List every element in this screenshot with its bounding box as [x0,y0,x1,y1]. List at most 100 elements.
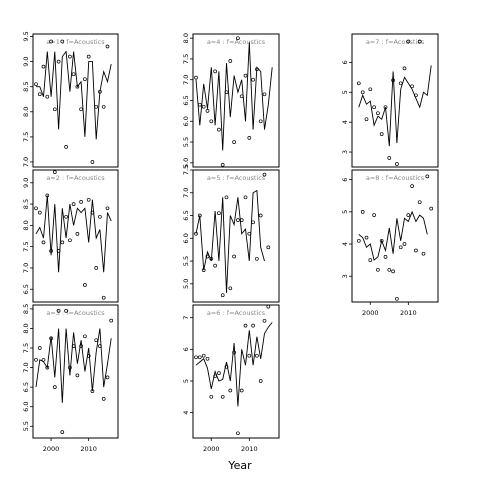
observed-point [414,248,418,253]
observed-point [255,256,259,261]
observed-point [368,258,373,262]
observed-point [98,344,102,348]
observed-point [395,162,399,166]
observed-point [52,385,57,389]
y-tick-label: 6.0 [182,233,190,243]
y-tick-label: 7.5 [182,165,190,175]
y-tick-label: 9.0 [22,56,30,66]
observed-point [379,238,384,243]
panel-3: a=7 : f=Acoustics 3 4 5 6 [341,33,439,168]
observed-point [109,318,114,323]
observed-point [209,119,214,124]
observed-point [205,254,210,259]
fitted-series-line [36,50,112,140]
panel-8: a=6 : f=Acoustics 4 5 6 7 2000 2010 [182,304,280,453]
y-tick-label: 6 [341,178,349,182]
y-tick-label: 8.5 [22,304,30,314]
observed-point [60,39,65,44]
panel-frame [192,304,280,439]
observed-point [37,92,42,97]
observed-point [232,254,236,259]
observed-point [228,388,233,393]
panel-title: a=7 : f=Acoustics [366,38,425,46]
y-tick-label: 6.0 [22,402,30,412]
y-tick-label: 5.5 [182,256,190,266]
observed-point [79,107,83,112]
observed-point [105,206,110,211]
panel-7: a=3 : f=Acoustics 5.5 6.0 6.5 7.0 7.5 8.0 8.5 20… [22,304,119,453]
y-tick-label: 5 [341,90,349,94]
y-tick-label: 5 [182,379,190,383]
y-tick-label: 3 [341,274,349,278]
observed-point [258,379,263,383]
observed-point [387,156,392,160]
observed-point [83,283,87,287]
observed-point [41,357,46,362]
observed-point [68,238,72,243]
observed-point [232,140,236,144]
observed-point [75,84,80,89]
observed-point [94,338,99,343]
panel-frame [351,33,439,168]
observed-point [251,220,255,225]
observed-point [220,394,225,399]
observed-point [64,214,68,219]
y-tick-label: 7.0 [22,157,30,167]
observed-point [262,172,267,177]
observed-point [37,210,42,215]
observed-point [217,211,221,216]
panel-5: a=5 : f=Acoustics 5.0 5.5 6.0 6.5 7.0 7.5 [182,165,280,303]
observed-point [37,346,42,350]
observed-point [194,355,198,360]
y-tick-label: 4 [182,411,190,415]
observed-point [406,213,411,217]
observed-point [228,59,233,63]
observed-point [83,334,87,339]
observed-point [372,105,376,110]
observed-point [79,344,83,348]
observed-point [45,94,50,99]
y-tick-label: 8.0 [22,107,30,117]
observed-point [45,365,50,370]
y-tick-label: 8.0 [22,220,30,230]
observed-point [60,430,65,434]
observed-point [247,353,252,358]
observed-point [52,107,57,112]
observed-point [197,102,202,107]
y-tick-label: 8.5 [22,199,30,209]
observed-point [34,206,38,211]
observed-point [52,170,57,174]
observed-point [243,323,248,328]
observed-point [372,213,376,217]
y-tick-label: 5.5 [22,421,30,431]
observed-point [364,117,369,122]
y-tick-label: 5.0 [182,279,190,289]
fitted-series-line [358,65,432,147]
observed-point [194,231,198,236]
observed-point [56,249,61,253]
y-tick-label: 6.5 [22,284,30,294]
observed-point [379,132,384,136]
observed-point [201,104,206,109]
y-tick-label: 7.5 [22,132,30,142]
observed-point [391,78,395,83]
panel-title: a=8 : f=Acoustics [366,174,425,182]
observed-point [387,267,392,272]
x-tick-label: 2000 [43,445,60,453]
y-tick-label: 4 [341,242,349,246]
observed-point [75,232,80,236]
observed-point [429,206,434,211]
observed-point [258,213,263,218]
observed-point [213,69,217,74]
x-tick-label: 2010 [241,445,258,453]
y-tick-label: 5.0 [182,158,190,168]
observed-point [86,197,91,202]
y-tick-label: 7.5 [22,343,30,353]
y-tick-label: 4 [341,120,349,124]
fitted-series-line [195,322,273,407]
observed-point [49,39,53,44]
observed-point [376,111,380,116]
observed-point [247,231,252,236]
observed-point [417,200,422,205]
y-tick-label: 6 [341,60,349,64]
